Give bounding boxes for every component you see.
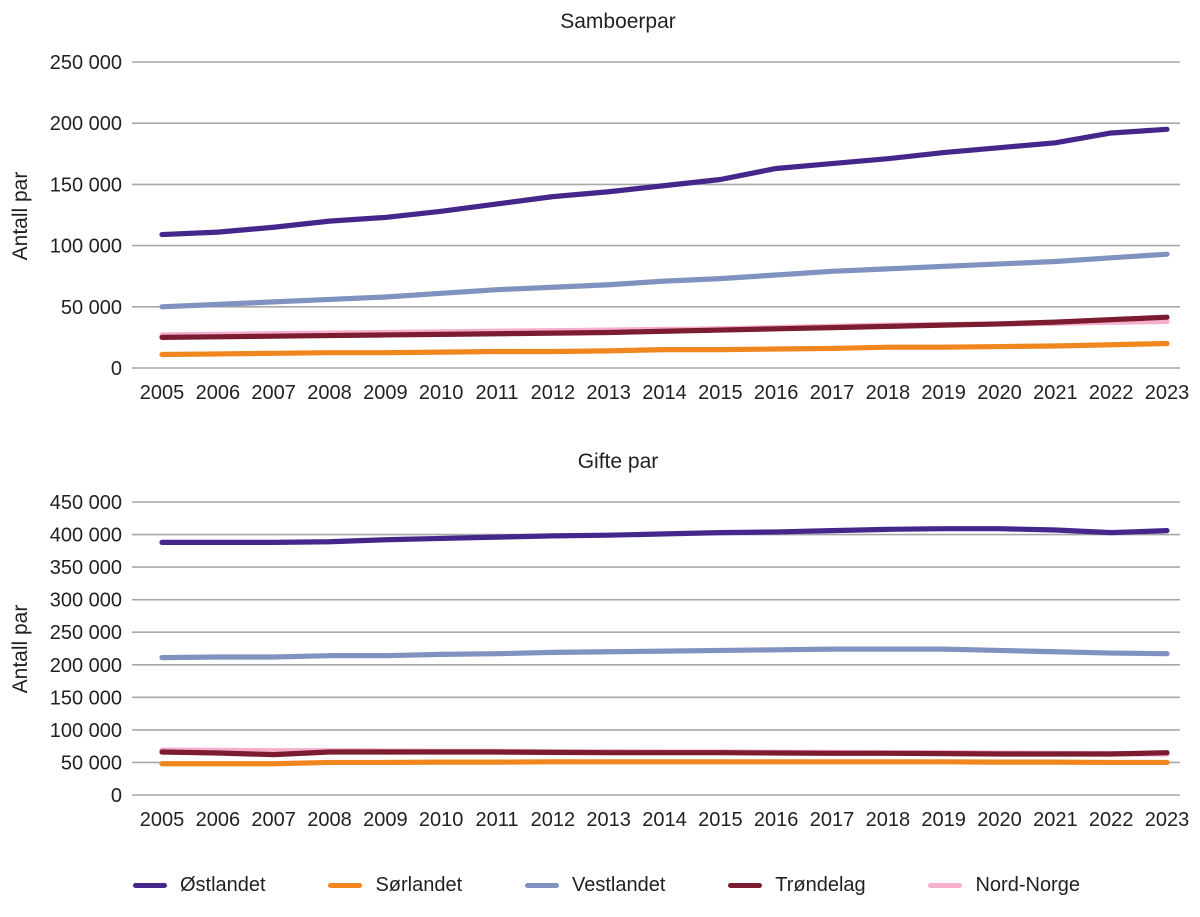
svg-text:2006: 2006 [196, 809, 241, 831]
svg-text:150 000: 150 000 [50, 687, 122, 709]
svg-text:2022: 2022 [1089, 809, 1134, 831]
svg-text:2009: 2009 [363, 382, 408, 404]
svg-text:2016: 2016 [754, 809, 799, 831]
svg-text:2019: 2019 [921, 809, 966, 831]
svg-text:2014: 2014 [642, 382, 687, 404]
svg-text:2018: 2018 [866, 382, 911, 404]
svg-text:400 000: 400 000 [50, 525, 122, 547]
legend-item-vestlandet: Vestlandet [524, 874, 666, 897]
svg-text:100 000: 100 000 [50, 236, 122, 258]
svg-text:2018: 2018 [866, 809, 911, 831]
svg-text:0: 0 [111, 358, 122, 380]
svg-text:2023: 2023 [1145, 809, 1190, 831]
svg-text:50 000: 50 000 [61, 752, 122, 774]
svg-text:2006: 2006 [196, 382, 241, 404]
legend-label: Østlandet [180, 874, 266, 896]
svg-text:2015: 2015 [698, 382, 743, 404]
samboerpar-chart: Samboerpar Antall par 250 000 200 000 150 … [0, 0, 1200, 420]
line-swatch-icon [524, 883, 559, 888]
line-swatch-icon [133, 883, 167, 888]
svg-text:2017: 2017 [810, 382, 855, 404]
svg-text:2017: 2017 [810, 809, 855, 831]
svg-text:2020: 2020 [977, 382, 1022, 404]
line-swatch-icon [928, 883, 963, 888]
svg-text:2015: 2015 [698, 809, 743, 831]
svg-text:300 000: 300 000 [50, 590, 122, 612]
svg-text:2007: 2007 [251, 382, 296, 404]
svg-text:2011: 2011 [475, 809, 518, 831]
svg-text:2019: 2019 [921, 382, 966, 404]
line-swatch-icon [328, 883, 363, 888]
svg-text:2009: 2009 [363, 809, 408, 831]
svg-text:2022: 2022 [1089, 382, 1134, 404]
legend-label: Vestlandet [571, 874, 666, 896]
svg-text:2010: 2010 [419, 382, 464, 404]
gifte-par-chart: Gifte par Antall par 450 000 400 000 350 0… [0, 440, 1200, 840]
svg-text:2013: 2013 [586, 809, 631, 831]
svg-text:0: 0 [111, 785, 122, 807]
svg-text:2005: 2005 [140, 382, 185, 404]
svg-text:200 000: 200 000 [50, 655, 122, 677]
svg-text:2010: 2010 [419, 809, 464, 831]
svg-text:2008: 2008 [307, 809, 352, 831]
svg-text:2020: 2020 [977, 809, 1022, 831]
line-swatch-icon [728, 883, 763, 888]
svg-text:2008: 2008 [307, 382, 352, 404]
legend-item-nord-norge: Nord-Norge [928, 874, 1080, 897]
legend-item-trondelag: Trøndelag [728, 874, 866, 897]
legend-item-ostlandet: Østlandet [133, 874, 266, 897]
legend-label: Nord-Norge [975, 874, 1080, 896]
svg-text:250 000: 250 000 [50, 622, 122, 644]
svg-text:2007: 2007 [251, 809, 296, 831]
chart-title-gifte-par: Gifte par [577, 450, 659, 473]
svg-text:2012: 2012 [531, 809, 576, 831]
samboerpar-plot: 250 000 200 000 150 000 100 000 50 000 0 2005 2… [50, 52, 1190, 404]
legend-label: Sørlandet [375, 874, 463, 896]
svg-text:2023: 2023 [1145, 382, 1190, 404]
gifte-par-plot: 450 000 400 000 350 000 300 000 250 000 200 0… [50, 492, 1190, 831]
chart-legend: Østlandet Sørlandet Vestlandet Trøndelag… [133, 874, 1080, 897]
svg-text:450 000: 450 000 [50, 492, 122, 514]
legend-item-sorlandet: Sørlandet [328, 874, 462, 897]
svg-text:150 000: 150 000 [50, 174, 122, 196]
svg-text:2014: 2014 [642, 809, 687, 831]
svg-text:2013: 2013 [586, 382, 631, 404]
legend-label: Trøndelag [775, 874, 866, 896]
svg-text:350 000: 350 000 [50, 557, 122, 579]
svg-text:2011: 2011 [475, 382, 518, 404]
svg-text:2021: 2021 [1033, 382, 1078, 404]
svg-text:2012: 2012 [531, 382, 576, 404]
chart-title-samboerpar: Samboerpar [560, 10, 676, 33]
svg-text:50 000: 50 000 [61, 297, 122, 319]
svg-text:200 000: 200 000 [50, 113, 122, 135]
svg-text:2016: 2016 [754, 382, 799, 404]
svg-text:250 000: 250 000 [50, 52, 122, 74]
svg-text:2005: 2005 [140, 809, 185, 831]
svg-text:2021: 2021 [1033, 809, 1078, 831]
svg-text:100 000: 100 000 [50, 720, 122, 742]
